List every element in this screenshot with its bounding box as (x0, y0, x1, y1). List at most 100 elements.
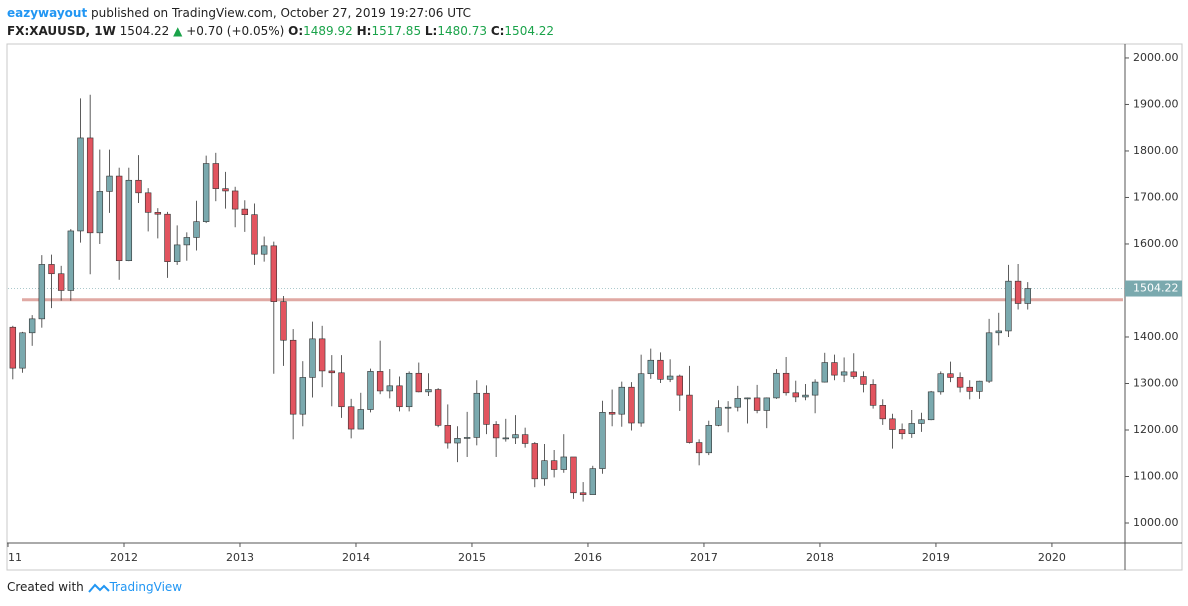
plot: 1000.001100.001200.001300.001400.001500.… (7, 51, 1182, 564)
candle-body (309, 338, 316, 378)
header-line-1: eazywayout published on TradingView.com,… (7, 4, 554, 22)
x-tick-label: 2015 (458, 551, 486, 564)
x-tick-label: 2014 (342, 551, 370, 564)
change: +0.70 (+0.05%) (186, 24, 285, 38)
footer: Created with TradingView (7, 580, 182, 594)
candle-body (270, 245, 278, 302)
candle-body (48, 264, 55, 275)
candle-body (821, 362, 828, 383)
y-tick-label: 1400.00 (1133, 330, 1179, 343)
candle-body (521, 434, 529, 444)
last-price-label: 1504.22 (1133, 282, 1179, 295)
candle-body (579, 492, 587, 495)
candle-body (347, 406, 355, 430)
candle-body (1005, 280, 1012, 332)
candle-body (734, 398, 741, 408)
header: eazywayout published on TradingView.com,… (7, 4, 554, 40)
candle-body (251, 214, 258, 255)
candle-body (531, 443, 538, 480)
candle-body (927, 391, 935, 421)
y-tick-label: 1200.00 (1133, 423, 1179, 436)
candle-body (38, 264, 46, 320)
candle-body (173, 244, 181, 262)
candle-body (918, 419, 925, 424)
c-label: C: (490, 24, 505, 38)
symbol: FX:XAUUSD, 1W (7, 24, 116, 38)
y-tick-label: 1000.00 (1133, 516, 1179, 529)
candle-body (570, 456, 577, 494)
candle-body (589, 468, 596, 495)
candle-body (995, 330, 1002, 334)
candle-body (212, 163, 220, 189)
y-tick-label: 1900.00 (1133, 97, 1179, 110)
candle-body (28, 318, 36, 334)
candle-body (1014, 280, 1022, 304)
candle-body (792, 392, 799, 398)
candle-body (67, 230, 75, 291)
candle-body (260, 245, 268, 255)
x-tick-label: 2019 (922, 551, 950, 564)
candle-body (831, 362, 838, 376)
frame (6, 43, 1183, 571)
author[interactable]: eazywayout (7, 6, 88, 20)
l-label: L: (424, 24, 438, 38)
candle-body (560, 456, 567, 470)
candle-body (985, 332, 993, 382)
y-tick-label: 2000.00 (1133, 51, 1179, 64)
candle-body (328, 370, 336, 374)
candle-body (715, 407, 722, 426)
brand[interactable]: TradingView (109, 580, 183, 594)
c: 1504.22 (504, 24, 555, 38)
candle-body (541, 460, 548, 480)
y-tick-label: 1600.00 (1133, 237, 1179, 250)
candle-body (376, 371, 384, 392)
candle-body (473, 392, 480, 438)
x-tick-label: 2013 (226, 551, 254, 564)
candle-body (889, 418, 896, 430)
candle-body (637, 373, 645, 424)
candle-body (956, 377, 964, 388)
x-tick-label: 2012 (110, 551, 138, 564)
candle-body (231, 190, 239, 210)
candle-body (86, 137, 94, 234)
candle-body (57, 273, 65, 291)
candle-body (280, 301, 287, 341)
candle-body (966, 386, 973, 392)
candle-body (96, 191, 104, 234)
candle-body (415, 372, 423, 393)
candle-body (396, 385, 403, 408)
candle-body (241, 208, 249, 215)
candle-body (222, 188, 229, 192)
y-tick-label: 1700.00 (1133, 190, 1179, 203)
candle-body (898, 429, 906, 435)
candle-body (405, 372, 413, 408)
candle-body (608, 412, 616, 415)
candle-body (19, 332, 26, 369)
candle-body (657, 359, 664, 380)
published: published on TradingView.com, October 27… (91, 6, 472, 20)
candle-body (908, 423, 915, 435)
candle-body (144, 192, 152, 213)
candle-body (202, 163, 210, 222)
candle-body (386, 385, 394, 392)
candle-body (618, 386, 625, 415)
h: 1517.85 (371, 24, 422, 38)
x-tick-label: 2018 (806, 551, 834, 564)
candle-body (183, 237, 191, 246)
candle-body (115, 175, 123, 262)
candle-body (434, 389, 442, 426)
candle-body (502, 437, 509, 440)
candle-body (318, 338, 326, 372)
candle-body (840, 371, 848, 376)
x-tick-label: 2017 (690, 551, 718, 564)
candle-body (947, 373, 954, 378)
candle-body (367, 371, 374, 410)
candle-body (647, 359, 654, 375)
candle-body (550, 460, 558, 470)
candle-body (937, 373, 944, 393)
x-tick-label: 11 (8, 551, 22, 564)
y-tick-label: 1100.00 (1133, 469, 1179, 482)
candle-body (454, 438, 461, 444)
